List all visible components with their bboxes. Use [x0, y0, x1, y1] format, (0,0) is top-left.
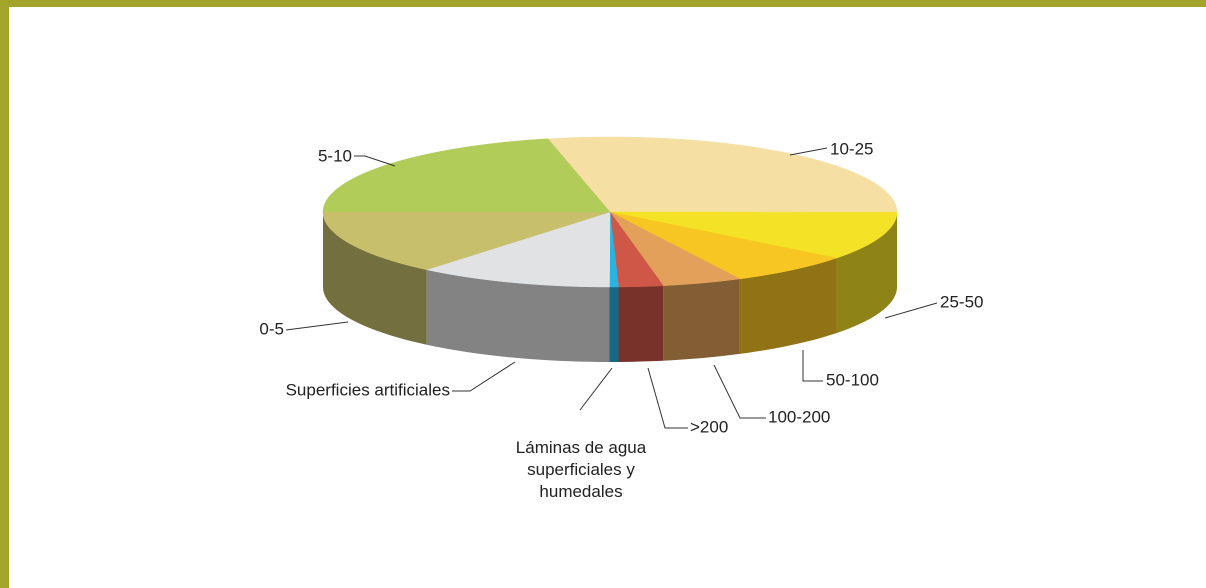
pie-slice [609, 211, 838, 280]
slice-label: Láminas de agua superficiales y humedale… [515, 438, 647, 501]
frame-left [0, 0, 9, 588]
slice-label: 10-25 [830, 139, 873, 158]
pie-side [609, 286, 619, 362]
leader-line [285, 321, 349, 331]
pie-slice [547, 136, 898, 213]
slice-label: 100-200 [768, 407, 830, 426]
pie-side [663, 278, 740, 361]
pie-slice [322, 211, 611, 270]
pie-tops [322, 136, 898, 288]
pie-side [836, 212, 897, 334]
slice-label: Superficies artificiales [286, 380, 450, 399]
leader-line [802, 350, 823, 382]
slice-label: >200 [690, 417, 728, 436]
pie-slice [609, 211, 664, 288]
pie-side [618, 285, 664, 362]
leader-line [647, 367, 688, 429]
pie-slice [609, 211, 741, 286]
labels: 10-25 25-50 50-100 100-200 >200 Láminas de ag… [259, 139, 983, 501]
slice-label: 25-50 [940, 292, 983, 311]
leader-line [354, 155, 396, 167]
pie-side [739, 258, 837, 354]
leader-line [713, 364, 766, 419]
slice-label: 50-100 [826, 370, 879, 389]
leader-line [579, 367, 613, 411]
pie-sides [323, 212, 897, 362]
pie-slice [425, 211, 611, 288]
pie-side [323, 212, 427, 345]
pie-side [426, 269, 610, 362]
slice-label: 5-10 [318, 146, 352, 165]
leader-line [789, 147, 828, 156]
pie-slice [609, 211, 898, 259]
pie-slice [322, 138, 611, 213]
slice-label: 0-5 [259, 319, 284, 338]
leader-line [452, 361, 516, 392]
frame-top [0, 0, 1206, 7]
leader-line [884, 302, 938, 319]
label-box: Láminas de agua superficiales y humedale… [515, 438, 647, 501]
